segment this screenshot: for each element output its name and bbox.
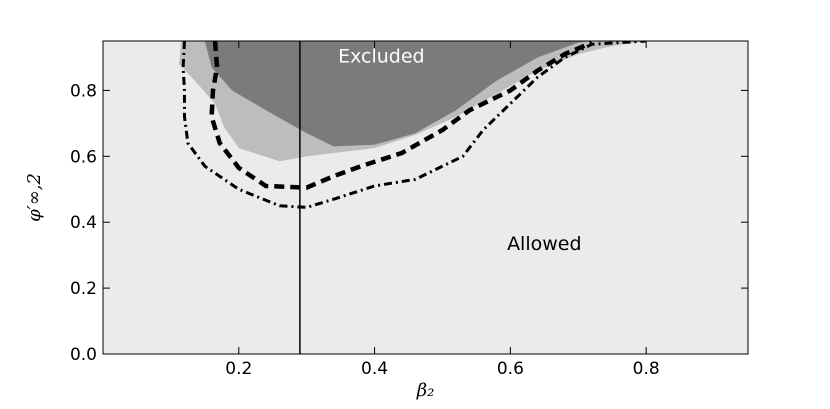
- x-tick-label: 0.6: [497, 359, 524, 379]
- dark-excluded-region: [204, 41, 592, 147]
- plot-frame: [102, 40, 749, 355]
- dashdot-contour: [181, 41, 647, 209]
- y-tick-label: 0.0: [70, 345, 97, 365]
- y-tick-label: 0.4: [70, 213, 97, 233]
- x-tick-label: 0.4: [361, 359, 388, 379]
- y-axis-label: φ′∞,2: [24, 173, 45, 222]
- plot-area: Excluded Allowed: [103, 41, 748, 354]
- y-tick-label: 0.2: [70, 279, 97, 299]
- y-tick-label: 0.6: [70, 147, 97, 167]
- x-tick-label: 0.8: [633, 359, 660, 379]
- x-tick-label: 0.2: [225, 359, 252, 379]
- dashed-contour: [209, 41, 593, 190]
- axis-ticks: 0.2 0.4 0.6 0.8 0.0 0.2 0.4 0.6 0.8: [70, 41, 748, 379]
- annotation-allowed: Allowed: [507, 233, 581, 255]
- x-axis-label: β₂: [416, 380, 435, 401]
- annotation-excluded: Excluded: [338, 45, 425, 67]
- y-tick-label: 0.8: [70, 81, 97, 101]
